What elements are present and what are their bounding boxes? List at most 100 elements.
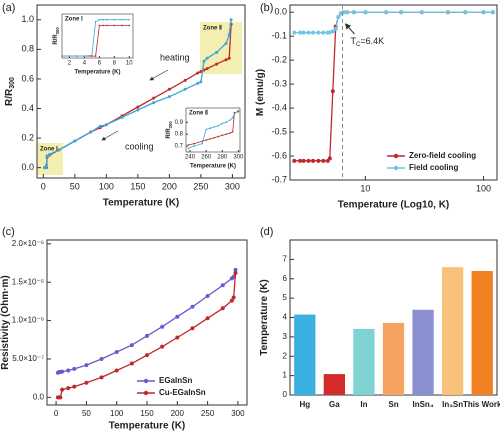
bar — [412, 309, 434, 395]
y-axis-label: R/R300 — [53, 27, 61, 45]
data-point — [113, 18, 116, 21]
data-point — [128, 18, 131, 21]
y-tick-label: 1.0 — [21, 14, 34, 24]
data-point — [199, 70, 203, 74]
data-point — [136, 108, 140, 112]
x-tick-label: 200 — [171, 409, 185, 418]
data-point — [224, 41, 228, 45]
data-point — [160, 344, 165, 349]
y-tick-label: -0.7 — [271, 174, 287, 184]
data-point — [187, 144, 190, 146]
data-point — [98, 18, 101, 21]
data-point — [205, 56, 209, 60]
series-line — [57, 269, 237, 374]
data-point — [57, 148, 61, 152]
x-tick-label: 10 — [360, 183, 370, 193]
data-point — [145, 333, 149, 338]
y-tick-label: -0.3 — [271, 78, 287, 88]
legend-label: Zero-field cooling — [409, 151, 476, 160]
data-point — [98, 124, 102, 128]
data-point — [60, 387, 65, 392]
x-tick-label: 150 — [140, 409, 154, 418]
x-tick-label: 50 — [70, 181, 80, 191]
y-axis-label-text: Temperature (K) — [259, 279, 270, 356]
data-point — [481, 10, 486, 15]
data-point — [327, 156, 332, 161]
data-point — [310, 158, 315, 163]
data-point — [60, 369, 65, 374]
y-axis-label-text: R/R — [166, 128, 172, 139]
data-point — [193, 142, 195, 145]
data-point — [205, 294, 210, 299]
data-point — [106, 24, 108, 27]
bar — [294, 314, 316, 395]
data-point — [224, 58, 228, 62]
panel-label: (d) — [260, 226, 273, 238]
data-point — [167, 87, 171, 91]
x-tick-label: In₃Sn — [442, 400, 463, 409]
x-tick-label: Ga — [329, 400, 340, 409]
zone-label: Zone Ⅱ — [203, 25, 222, 32]
data-point — [231, 295, 236, 300]
data-point — [301, 158, 306, 163]
data-point — [215, 50, 219, 54]
tc-annotation: TC=6.4K — [351, 36, 385, 47]
y-tick-label: 5.0×10⁻⁷ — [12, 354, 44, 363]
y-axis-label-text: Resistivity (Ohm·m) — [0, 275, 11, 369]
data-point — [68, 55, 71, 57]
data-point — [72, 366, 77, 371]
plot-frame — [36, 4, 246, 179]
x-tick-label: 100 — [99, 181, 114, 191]
series-annotation: cooling — [125, 141, 154, 151]
data-point — [205, 316, 210, 321]
data-point — [167, 95, 171, 99]
zone-highlight — [37, 143, 63, 175]
data-point — [321, 158, 326, 163]
y-tick-label: 0.8 — [175, 132, 184, 138]
data-point — [120, 18, 123, 21]
data-point — [129, 361, 134, 366]
data-point — [351, 10, 356, 15]
y-tick-label: 0.7 — [175, 144, 184, 150]
y-tick-label: 0 — [283, 390, 288, 399]
zone-label: Zone Ⅰ — [40, 146, 58, 153]
data-point — [160, 324, 165, 329]
legend-label: EGaInSn — [159, 376, 192, 385]
inset-title: Zone Ⅰ — [65, 16, 83, 23]
data-point — [233, 267, 238, 272]
data-point — [89, 130, 93, 134]
data-point — [202, 59, 206, 63]
data-point — [193, 145, 195, 147]
data-point — [76, 55, 78, 57]
data-point — [220, 306, 225, 311]
tc-annotation-part: C — [356, 42, 361, 48]
data-point — [120, 115, 124, 119]
x-tick-label: 0 — [41, 181, 46, 191]
data-point — [227, 56, 231, 60]
x-axis-label: Temperature (K) — [109, 421, 186, 432]
data-point — [419, 10, 424, 15]
data-point — [306, 30, 311, 35]
panel-label: (c) — [2, 226, 15, 238]
data-point — [48, 152, 52, 156]
data-point — [301, 30, 306, 35]
x-tick-label: 50 — [82, 409, 91, 418]
data-point — [384, 10, 389, 15]
data-point — [152, 101, 156, 105]
x-tick-label: 8 — [113, 61, 117, 67]
y-tick-label: 0.0 — [21, 162, 34, 172]
data-point — [102, 18, 104, 21]
x-tick-label: 250 — [193, 181, 208, 191]
data-point — [292, 30, 297, 35]
data-point — [128, 24, 131, 27]
x-axis-label: Temperature (K) — [190, 164, 236, 170]
data-point — [73, 139, 77, 143]
y-axis-label: R/R300 — [4, 77, 16, 106]
data-point — [225, 133, 228, 135]
x-tick-label: 240 — [185, 155, 196, 161]
y-tick-label: 0.4 — [21, 103, 34, 113]
data-point — [220, 283, 225, 288]
data-point — [58, 395, 63, 400]
y-tick-label: 0.2 — [21, 132, 34, 142]
